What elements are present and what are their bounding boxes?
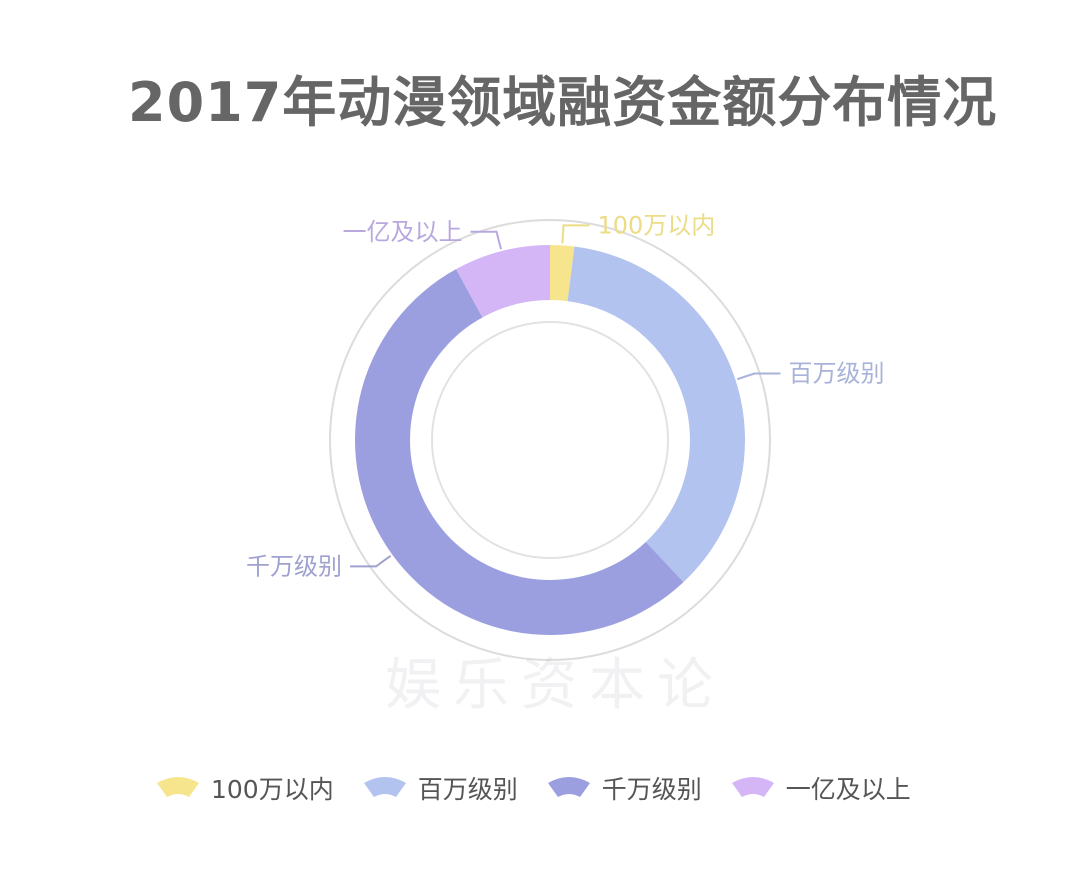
label-leader-line [737, 372, 781, 381]
watermark: 娱乐资本论 [385, 653, 725, 718]
legend-swatch [731, 777, 774, 797]
donut-slice [456, 245, 550, 318]
legend-label: 100万以内 [211, 775, 334, 804]
legend-label: 一亿及以上 [785, 775, 911, 804]
donut-slice [567, 246, 746, 583]
slice-label: 100万以内 [597, 211, 715, 239]
slice-label: 千万级别 [246, 552, 342, 580]
legend-swatch [157, 777, 199, 797]
legend-item[interactable]: 百万级别 [362, 770, 518, 806]
legend-item[interactable]: 100万以内 [155, 770, 334, 806]
label-leader-line [561, 224, 590, 244]
label-leader-line [350, 554, 392, 568]
slice-label: 一亿及以上 [343, 218, 463, 246]
legend-label: 百万级别 [417, 775, 518, 804]
donut-slice [550, 245, 575, 302]
inner-ring [431, 321, 669, 559]
legend: 100万以内 百万级别 千万级别 一亿及以上 [155, 770, 939, 806]
outer-ring [329, 219, 771, 661]
legend-item[interactable]: 一亿及以上 [730, 770, 911, 806]
legend-label: 千万级别 [601, 775, 702, 804]
label-leader-line [470, 230, 502, 250]
chart-title: 2017年动漫领域融资金额分布情况 [128, 71, 998, 134]
legend-swatch [547, 777, 590, 797]
slice-label: 百万级别 [788, 360, 884, 388]
donut-slice [355, 269, 684, 635]
legend-swatch [363, 777, 406, 797]
legend-item[interactable]: 千万级别 [546, 770, 702, 806]
